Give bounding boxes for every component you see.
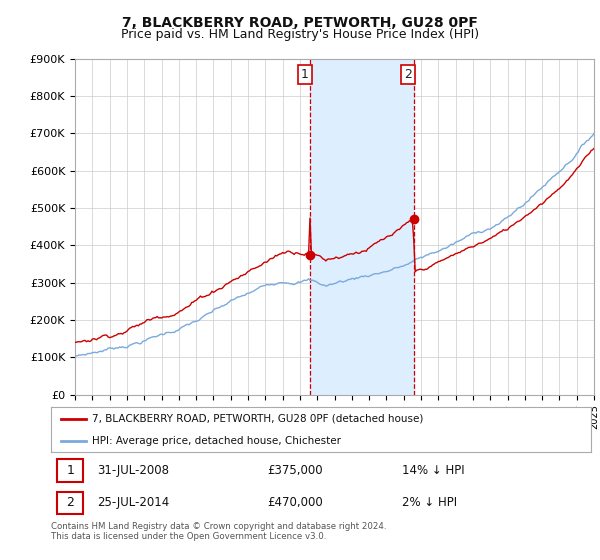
Text: 2: 2 <box>67 497 74 510</box>
Text: Contains HM Land Registry data © Crown copyright and database right 2024.
This d: Contains HM Land Registry data © Crown c… <box>51 522 386 542</box>
Bar <box>310 59 414 395</box>
Text: 14% ↓ HPI: 14% ↓ HPI <box>402 464 464 477</box>
Text: 1: 1 <box>67 464 74 477</box>
Text: 7, BLACKBERRY ROAD, PETWORTH, GU28 0PF (detached house): 7, BLACKBERRY ROAD, PETWORTH, GU28 0PF (… <box>91 414 423 424</box>
Text: 2: 2 <box>404 68 412 81</box>
FancyBboxPatch shape <box>58 492 83 514</box>
Text: 2% ↓ HPI: 2% ↓ HPI <box>402 497 457 510</box>
Text: 7, BLACKBERRY ROAD, PETWORTH, GU28 0PF: 7, BLACKBERRY ROAD, PETWORTH, GU28 0PF <box>122 16 478 30</box>
Text: Price paid vs. HM Land Registry's House Price Index (HPI): Price paid vs. HM Land Registry's House … <box>121 28 479 41</box>
Text: 25-JUL-2014: 25-JUL-2014 <box>97 497 169 510</box>
Text: 31-JUL-2008: 31-JUL-2008 <box>97 464 169 477</box>
Text: HPI: Average price, detached house, Chichester: HPI: Average price, detached house, Chic… <box>91 436 341 446</box>
Text: £470,000: £470,000 <box>267 497 323 510</box>
FancyBboxPatch shape <box>58 459 83 482</box>
Text: £375,000: £375,000 <box>267 464 323 477</box>
Text: 1: 1 <box>301 68 308 81</box>
